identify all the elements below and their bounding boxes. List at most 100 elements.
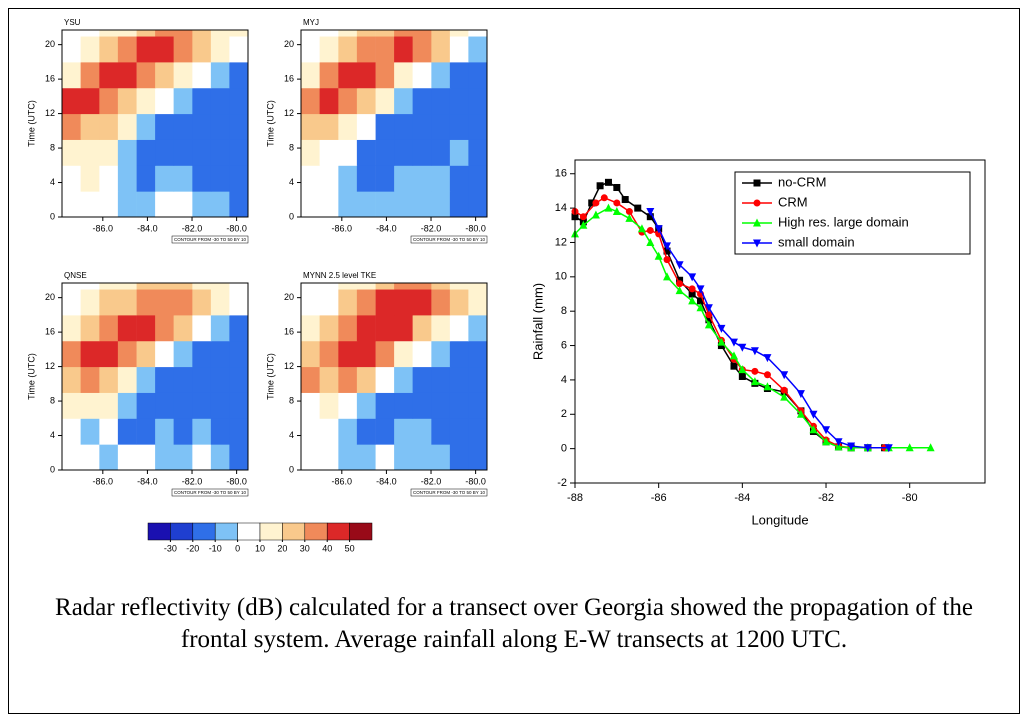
y-tick-label: 20: [45, 292, 55, 302]
y-tick-label: 4: [50, 177, 55, 187]
heat-cell: [62, 283, 82, 290]
heat-cell: [356, 139, 376, 166]
heat-cell: [431, 444, 451, 470]
heat-cell: [319, 340, 339, 368]
heat-cell: [229, 36, 248, 63]
heat-cell: [319, 30, 339, 37]
x-tick-label: -80.0: [226, 223, 247, 233]
heat-cell: [155, 113, 175, 140]
panel-title: YSU: [64, 18, 81, 27]
heat-cell: [117, 314, 137, 342]
marker: [704, 320, 713, 329]
heat-cell: [449, 165, 469, 192]
marker: [592, 199, 600, 207]
caption: Radar reflectivity (dB) calculated for a…: [55, 594, 973, 653]
heat-cell: [210, 418, 230, 445]
heat-cell: [468, 113, 487, 140]
heat-cell: [155, 418, 175, 445]
heat-cell: [62, 61, 82, 89]
heat-cell: [62, 139, 82, 166]
frame: [8, 8, 1020, 714]
heat-cell: [338, 61, 358, 89]
legend: no-CRM CRM High res. large domain small dom…: [734, 171, 971, 255]
heat-cell: [80, 289, 100, 316]
heat-cell: [155, 340, 175, 368]
cells: [301, 30, 487, 217]
heat-cell: [449, 289, 469, 316]
marker: [905, 443, 914, 452]
heat-cell: [173, 418, 193, 445]
marker: [780, 392, 789, 401]
legend-label: no-CRM: [778, 174, 826, 189]
marker: [717, 337, 726, 346]
colorbar-label: 50: [345, 543, 355, 553]
y-tick-label: 0: [50, 464, 55, 474]
heat-cell: [117, 444, 137, 470]
heat-cell: [99, 61, 119, 89]
colorbar-swatch: [170, 522, 194, 541]
heat-cell: [80, 61, 100, 89]
heat-cell: [301, 283, 321, 290]
heat-cell: [80, 418, 100, 445]
heat-cell: [394, 61, 414, 89]
heat-cell: [62, 113, 82, 140]
marker: [750, 377, 759, 386]
marker: [834, 438, 843, 447]
heat-cell: [155, 283, 175, 290]
heat-cell: [117, 392, 137, 419]
heat-cell: [229, 314, 248, 342]
heat-cell: [449, 392, 469, 419]
marker: [696, 303, 705, 312]
heat-cell: [356, 283, 376, 290]
heat-cell: [319, 191, 339, 217]
x-tick-label: -82: [818, 492, 834, 504]
heat-cell: [375, 113, 395, 140]
y-tick-label: 0: [289, 464, 294, 474]
heat-cell: [375, 366, 395, 393]
marker: [663, 242, 672, 251]
heat-cell: [99, 289, 119, 316]
legend-label: CRM: [778, 194, 808, 209]
heat-cell: [468, 139, 487, 166]
heat-cell: [99, 444, 119, 470]
heat-cell: [431, 283, 451, 290]
heat-cell: [99, 30, 119, 37]
heat-cell: [173, 61, 193, 89]
contour-note: CONTOUR FROM -30 TO 50 BY 10: [413, 237, 485, 242]
colorbar-label: 40: [322, 543, 332, 553]
heat-cell: [468, 61, 487, 89]
heat-cell: [80, 366, 100, 393]
heat-cell: [80, 30, 100, 37]
heat-cell: [192, 36, 212, 63]
marker: [780, 386, 788, 394]
heat-cell: [431, 340, 451, 368]
heat-cell: [412, 113, 432, 140]
heat-cell: [394, 289, 414, 316]
marker: [646, 237, 655, 246]
heat-cell: [192, 113, 212, 140]
colorbar-swatch: [214, 522, 238, 541]
heat-cell: [375, 289, 395, 316]
marker: [646, 208, 655, 217]
marker: [705, 311, 713, 319]
marker: [926, 443, 935, 452]
x-tick-label: -84.0: [376, 223, 397, 233]
heat-cell: [431, 61, 451, 89]
heat-cell: [375, 283, 395, 290]
heat-cell: [468, 30, 487, 37]
heat-cell: [356, 61, 376, 89]
heat-cell: [173, 87, 193, 115]
heat-cell: [62, 87, 82, 115]
heat-cell: [301, 418, 321, 445]
y-tick-label: 12: [555, 236, 567, 248]
colorbar-swatch: [192, 522, 216, 541]
heat-cell: [394, 366, 414, 393]
heat-cell: [155, 61, 175, 89]
heat-cell: [338, 444, 358, 470]
heat-cell: [99, 165, 119, 192]
y-tick-label: 12: [45, 361, 55, 371]
heat-cell: [375, 36, 395, 63]
x-tick-label: -80.0: [465, 476, 486, 486]
panel-title: QNSE: [64, 271, 87, 280]
heat-cell: [229, 191, 248, 217]
